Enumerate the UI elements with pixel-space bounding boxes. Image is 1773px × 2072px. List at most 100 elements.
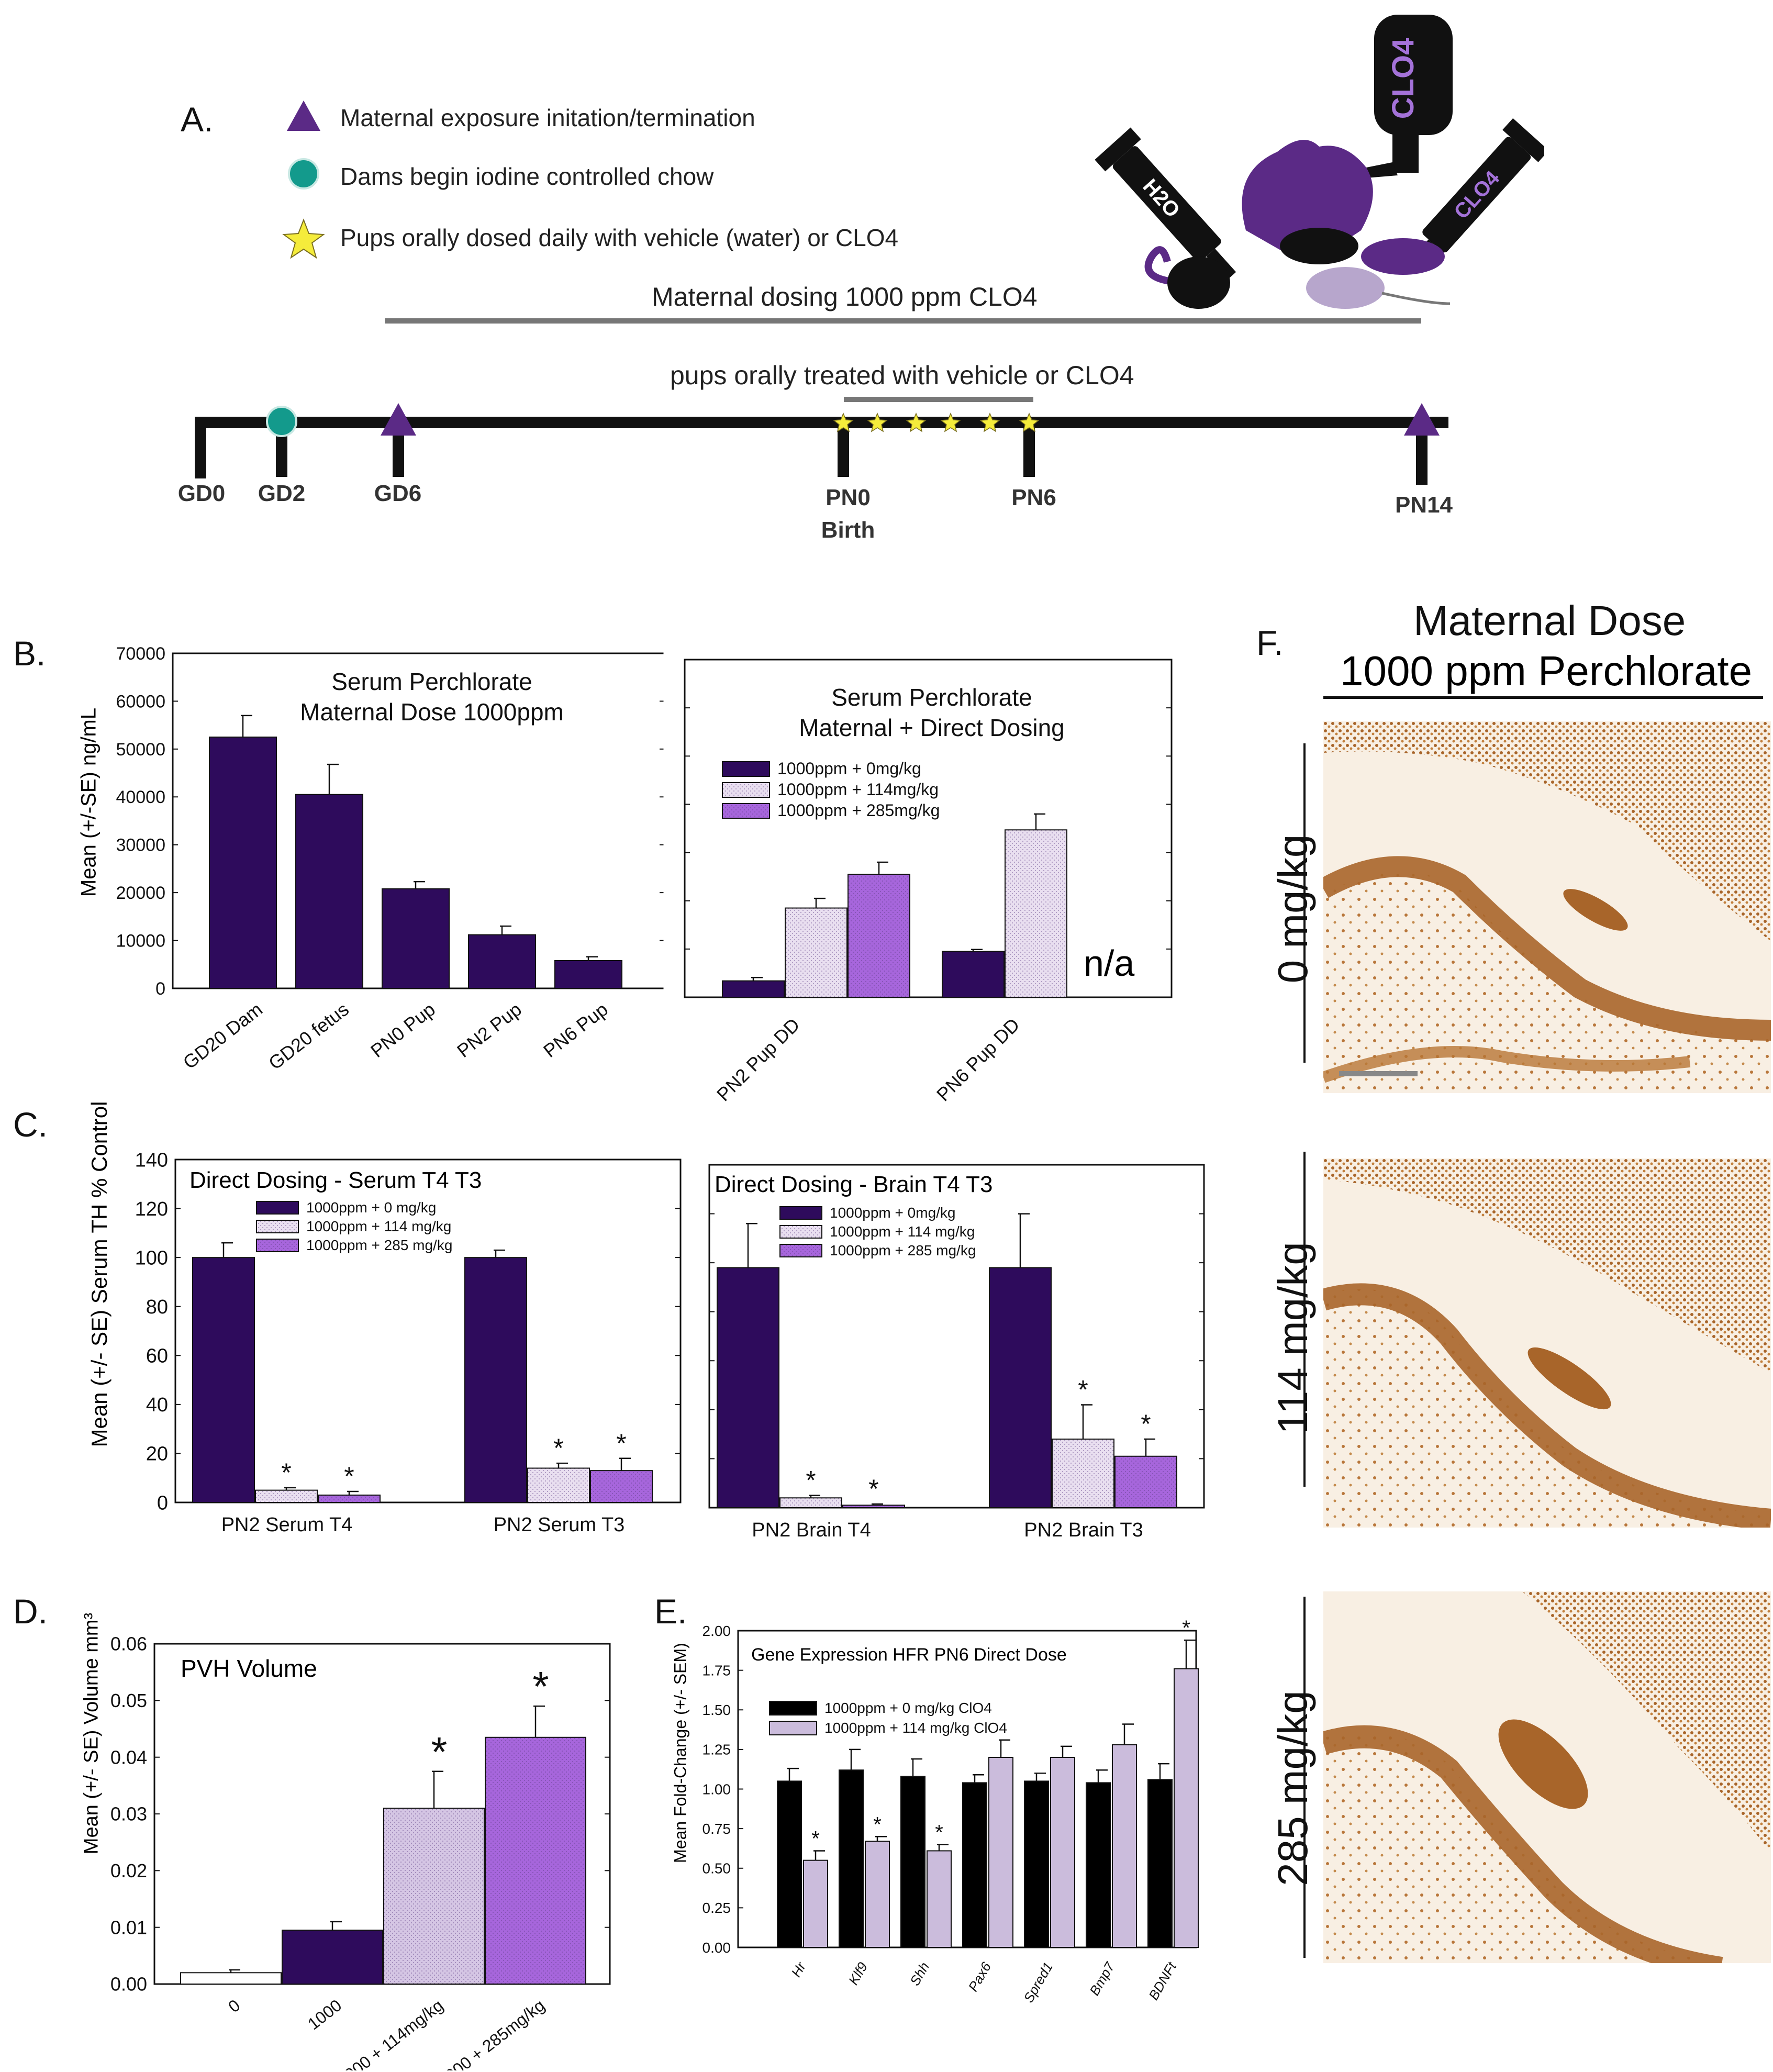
plot-frame bbox=[684, 659, 1173, 998]
bar-gene-pax6-0 bbox=[962, 1782, 987, 1948]
bar-gene-bmp7-1 bbox=[1112, 1744, 1137, 1948]
significance-star: * bbox=[873, 1813, 882, 1836]
legend-label: 1000ppm + 114 mg/kg bbox=[830, 1223, 975, 1240]
triangle-icon bbox=[287, 101, 320, 131]
bar-gene-hr-1 bbox=[803, 1859, 828, 1948]
bar-pn2-serum-t3-1 bbox=[527, 1467, 590, 1503]
plot-frame bbox=[708, 1164, 1205, 1509]
bar-pn2-brain-t4-2 bbox=[842, 1505, 905, 1508]
panel-d-letter: D. bbox=[13, 1592, 48, 1631]
y-tick-label: 1.25 bbox=[702, 1742, 731, 1758]
panel-c-letter: C. bbox=[13, 1105, 48, 1144]
significance-star: * bbox=[1078, 1375, 1088, 1405]
star-icon bbox=[282, 218, 325, 259]
pups-treated-label: pups orally treated with vehicle or CLO4 bbox=[670, 361, 1134, 390]
legend-swatch bbox=[256, 1239, 299, 1252]
bottle-label: CLO4 bbox=[1386, 38, 1420, 119]
bar-pn2-pup bbox=[468, 934, 536, 989]
pup-lavender-rat-icon bbox=[1306, 267, 1385, 309]
bar-pn6-pup-dd-0 bbox=[942, 951, 1005, 998]
legend-label: 1000ppm + 114 mg/kg ClO4 bbox=[824, 1720, 1007, 1736]
x-tick-label: 1000 bbox=[304, 1996, 345, 2033]
y-tick-label: 0.25 bbox=[702, 1900, 731, 1916]
x-tick-label: PN2 Pup bbox=[453, 998, 526, 1062]
significance-star: * bbox=[532, 1663, 549, 1710]
bar-pn2-brain-t4-1 bbox=[779, 1497, 842, 1508]
legend-swatch bbox=[779, 1244, 822, 1257]
bar-pvh-1 bbox=[282, 1930, 383, 1985]
bar-gene-bdnft-0 bbox=[1147, 1779, 1173, 1948]
significance-star: * bbox=[616, 1429, 626, 1458]
maternal-dosing-bar bbox=[385, 318, 1421, 324]
legend-label: 1000ppm + 285 mg/kg bbox=[830, 1242, 976, 1258]
legend-label: 1000ppm + 0 mg/kg bbox=[306, 1199, 436, 1216]
star-icon bbox=[833, 413, 854, 432]
legend-item-triangle: Maternal exposure initation/termination bbox=[340, 104, 755, 131]
bar-pn2-brain-t3-2 bbox=[1114, 1455, 1177, 1508]
x-tick-label: 1000 + 114mg/kg bbox=[333, 1996, 447, 2070]
legend-label: 1000ppm + 0 mg/kg ClO4 bbox=[824, 1700, 992, 1716]
bar-gene-hr-0 bbox=[777, 1780, 802, 1948]
x-tick-label: PN2 Brain T3 bbox=[1024, 1519, 1143, 1541]
pup-purple-rat-icon bbox=[1361, 238, 1445, 275]
chart-d-title: PVH Volume bbox=[181, 1655, 317, 1682]
bar-gene-bdnft-1 bbox=[1174, 1668, 1199, 1948]
panel-a-legend-icons bbox=[282, 101, 325, 259]
bar-pvh-2 bbox=[383, 1808, 485, 1985]
x-tick-label: GD20 Dam bbox=[179, 998, 266, 1073]
legend-swatch bbox=[779, 1225, 822, 1239]
x-tick-label: Spred1 bbox=[1020, 1959, 1056, 2006]
legend-label: 1000ppm + 285 mg/kg bbox=[306, 1237, 452, 1253]
legend-swatch bbox=[779, 1206, 822, 1220]
chart-b-right: 1000ppm + 0mg/kg 1000ppm + 114mg/kg 1000pp… bbox=[684, 659, 1173, 1105]
gd2-circle-icon bbox=[266, 406, 297, 437]
timeline-sublabel-birth: Birth bbox=[821, 517, 875, 543]
bar-pn2-serum-t4-1 bbox=[255, 1489, 318, 1503]
x-tick-label: PN2 Brain T4 bbox=[752, 1519, 871, 1541]
x-tick-label: PN2 Serum T4 bbox=[221, 1514, 353, 1536]
legend-label: 1000ppm + 114mg/kg bbox=[777, 780, 939, 799]
y-tick-label: 0.05 bbox=[110, 1690, 147, 1711]
y-tick-label: 40 bbox=[146, 1394, 168, 1416]
bar-pn2-serum-t3-2 bbox=[590, 1470, 653, 1503]
dose-divider-1 bbox=[1303, 743, 1306, 1063]
y-tick-label: 100 bbox=[135, 1247, 168, 1269]
y-tick-label: 30000 bbox=[116, 836, 165, 855]
star-icon bbox=[906, 413, 927, 432]
legend-swatch bbox=[769, 1701, 817, 1715]
bar-pn2-serum-t3-0 bbox=[464, 1257, 527, 1503]
x-tick-label: 0 bbox=[225, 1996, 243, 2016]
y-tick-label: 70000 bbox=[116, 644, 165, 664]
chart-b-na-label: n/a bbox=[1084, 943, 1135, 984]
pup-black-rat-icon bbox=[1167, 257, 1230, 309]
y-tick-label: 0.04 bbox=[110, 1746, 147, 1768]
chart-c-left-title: Direct Dosing - Serum T4 T3 bbox=[189, 1167, 482, 1193]
dosing-stars bbox=[833, 413, 1040, 432]
y-tick-label: 50000 bbox=[116, 740, 165, 760]
x-tick-label: GD20 fetus bbox=[264, 998, 353, 1074]
chart-e: 0.00 0.25 0.50 0.75 1.00 1.25 1.50 1.75 2.00 1000… bbox=[702, 1620, 1199, 2006]
x-tick-label: PN2 Serum T3 bbox=[494, 1514, 625, 1536]
legend-swatch bbox=[769, 1721, 817, 1735]
bar-pn2-pup-dd-2 bbox=[848, 874, 910, 998]
pn14-triangle-icon bbox=[1404, 403, 1440, 436]
circle-icon bbox=[288, 158, 319, 190]
timeline-label-pn0: PN0 bbox=[826, 485, 871, 510]
panel-f-letter: F. bbox=[1256, 623, 1284, 662]
gd6-triangle-icon bbox=[381, 403, 416, 436]
bar-gene-bmp7-0 bbox=[1086, 1782, 1111, 1948]
y-tick-label: 2.00 bbox=[702, 1623, 731, 1639]
y-tick-label: 140 bbox=[135, 1149, 168, 1171]
panel-b-letter: B. bbox=[13, 634, 46, 673]
y-tick-label: 0 bbox=[155, 979, 165, 999]
panel-e-letter: E. bbox=[654, 1592, 687, 1631]
legend-swatch bbox=[256, 1220, 299, 1233]
y-tick-label: 60 bbox=[146, 1345, 168, 1367]
chart-c-right: 1000ppm + 0mg/kg 1000ppm + 114 mg/kg 1000p… bbox=[708, 1164, 1205, 1541]
chart-e-title: Gene Expression HFR PN6 Direct Dose bbox=[751, 1645, 1067, 1665]
y-tick-label: 1.00 bbox=[702, 1781, 731, 1797]
maternal-dosing-label: Maternal dosing 1000 ppm CLO4 bbox=[652, 282, 1038, 311]
legend-label: 1000ppm + 114 mg/kg bbox=[306, 1218, 451, 1234]
timeline bbox=[195, 403, 1448, 485]
y-tick-label: 0.01 bbox=[110, 1917, 147, 1938]
